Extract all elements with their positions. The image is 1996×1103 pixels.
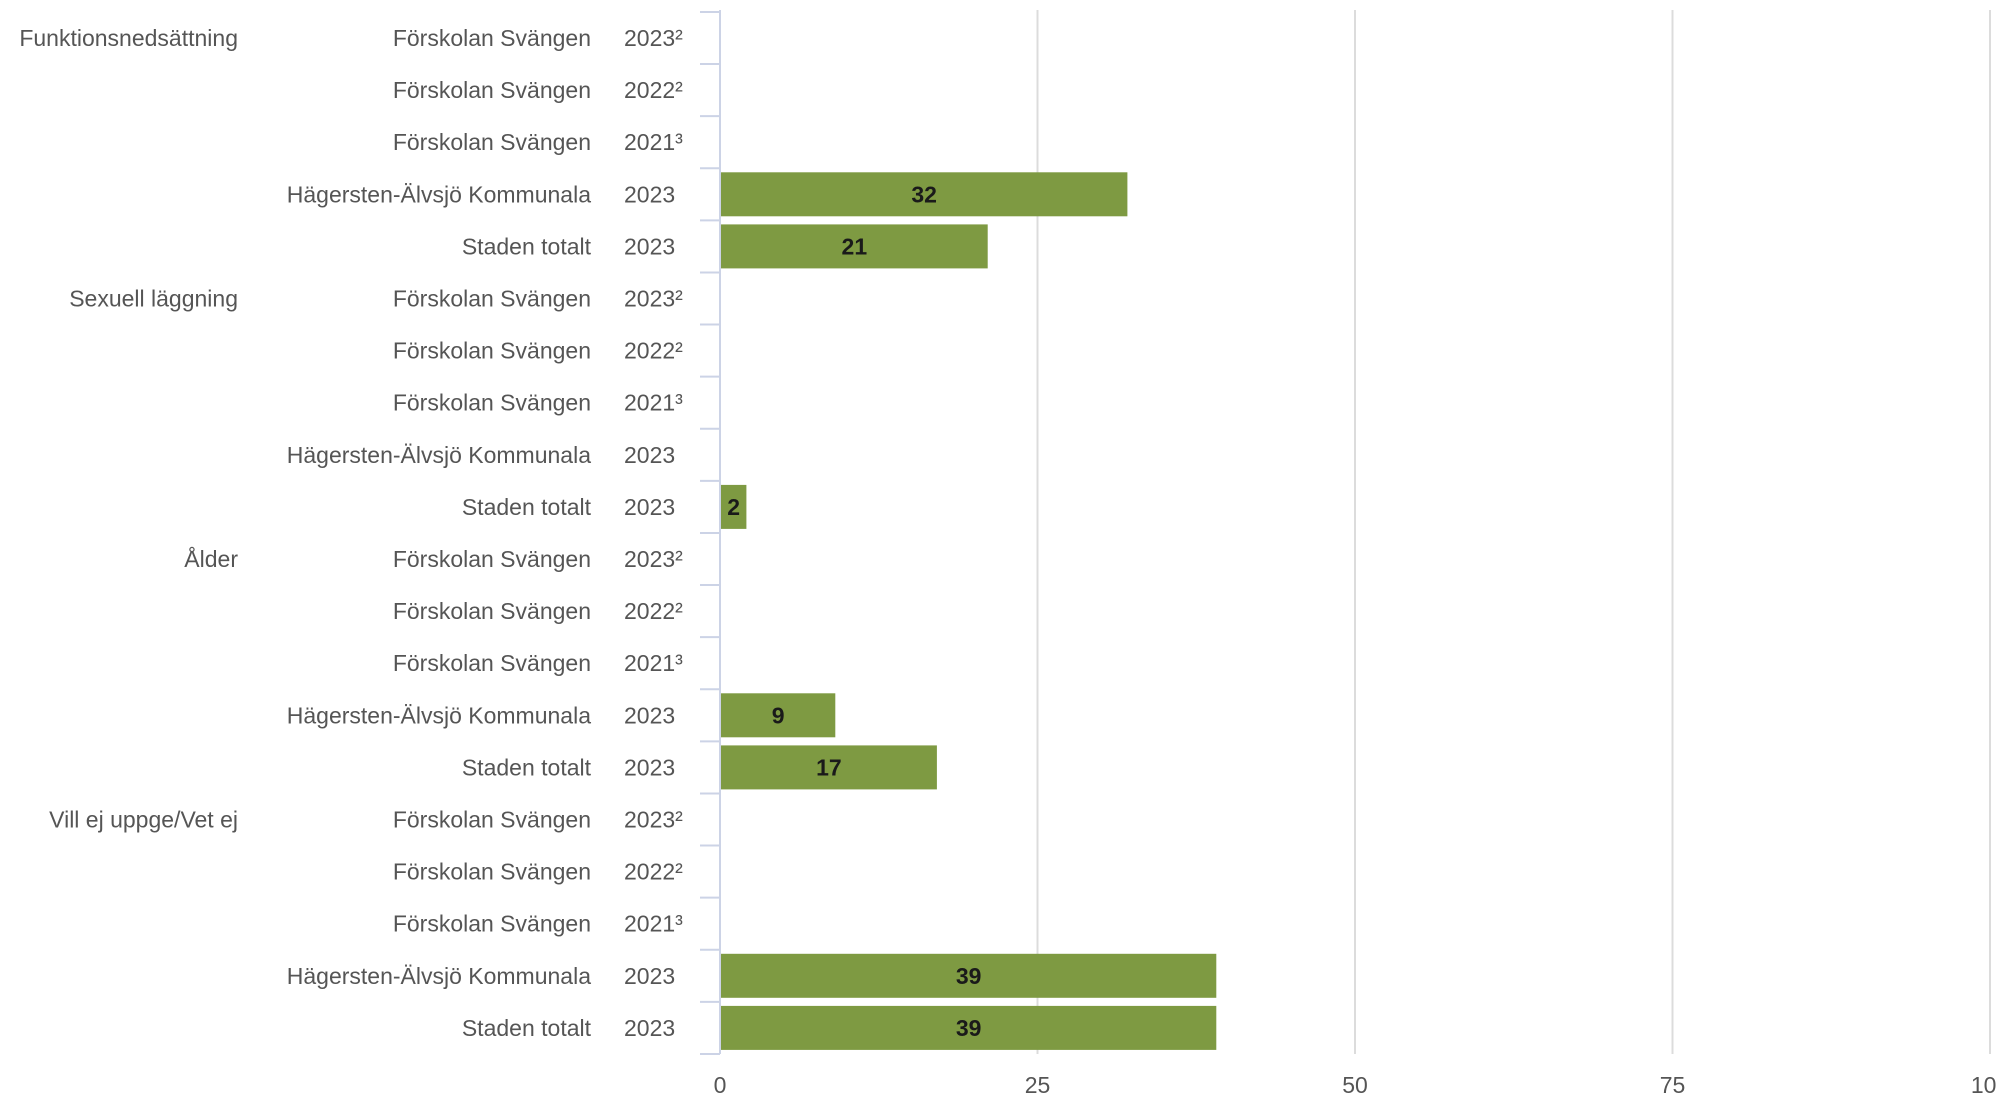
bar (721, 745, 937, 790)
year-label: 2023 (624, 963, 675, 989)
year-label: 2022² (624, 598, 683, 624)
year-label: 2023 (624, 442, 675, 468)
bar (721, 484, 747, 529)
entity-label: Förskolan Svängen (393, 129, 591, 155)
entity-label: Hägersten-Älvsjö Kommunala (287, 442, 591, 468)
bar (721, 172, 1128, 217)
group-label: Ålder (184, 545, 238, 572)
bar-value-label: 2 (727, 494, 740, 520)
year-label: 2023 (624, 181, 675, 207)
gridlines (1036, 10, 1991, 1054)
year-label: 2021³ (624, 911, 683, 937)
entity-label: Förskolan Svängen (393, 286, 591, 312)
bar (721, 224, 988, 269)
year-label: 2023 (624, 1015, 675, 1041)
year-label: 2022² (624, 77, 683, 103)
bars: 32 21 2 9 17 39 39 (721, 172, 1217, 1050)
entity-label: Förskolan Svängen (393, 77, 591, 103)
group-label: Sexuell läggning (69, 286, 238, 312)
year-label: 2023² (624, 286, 683, 312)
bar-value-label: 39 (956, 963, 982, 989)
year-label: 2023 (624, 702, 675, 728)
year-label: 2021³ (624, 390, 683, 416)
bar-value-label: 9 (772, 702, 785, 728)
entity-label: Staden totalt (462, 1015, 592, 1041)
year-label: 2022² (624, 859, 683, 885)
year-label: 2021³ (624, 129, 683, 155)
bar-value-label: 39 (956, 1015, 982, 1041)
year-label: 2023 (624, 233, 675, 259)
entity-label: Förskolan Svängen (393, 911, 591, 937)
bar (721, 1005, 1217, 1050)
bar (721, 693, 836, 738)
year-label: 2023² (624, 25, 683, 51)
x-tick-label: 25 (1025, 1072, 1051, 1098)
entity-label: Hägersten-Älvsjö Kommunala (287, 702, 591, 728)
x-tick-label: 75 (1660, 1072, 1686, 1098)
entity-label: Förskolan Svängen (393, 546, 591, 572)
entity-label: Staden totalt (462, 233, 592, 259)
bar-value-label: 21 (842, 233, 868, 259)
year-label: 2023² (624, 546, 683, 572)
entity-label: Hägersten-Älvsjö Kommunala (287, 963, 591, 989)
entity-label: Förskolan Svängen (393, 25, 591, 51)
x-tick-label: 50 (1342, 1072, 1368, 1098)
x-tick-label: 100 (1971, 1072, 1996, 1098)
year-label: 2022² (624, 338, 683, 364)
entity-label: Förskolan Svängen (393, 338, 591, 364)
year-label: 2023² (624, 807, 683, 833)
entity-label: Förskolan Svängen (393, 807, 591, 833)
bar-value-label: 17 (816, 754, 842, 780)
year-label: 2023 (624, 494, 675, 520)
group-label: Funktionsnedsättning (19, 25, 238, 51)
entity-label: Förskolan Svängen (393, 650, 591, 676)
row-labels: Funktionsnedsättning Förskolan Svängen 202… (19, 25, 683, 1041)
group-label: Vill ej uppge/Vet ej (49, 807, 238, 833)
x-tick-label: 0 (714, 1072, 727, 1098)
entity-label: Staden totalt (462, 754, 592, 780)
year-label: 2023 (624, 754, 675, 780)
entity-label: Förskolan Svängen (393, 859, 591, 885)
entity-label: Förskolan Svängen (393, 598, 591, 624)
x-axis: 0 25 50 75 100 (700, 10, 1996, 1098)
entity-label: Hägersten-Älvsjö Kommunala (287, 181, 591, 207)
entity-label: Förskolan Svängen (393, 390, 591, 416)
bar (721, 953, 1217, 998)
bar-value-label: 32 (911, 181, 937, 207)
entity-label: Staden totalt (462, 494, 592, 520)
year-label: 2021³ (624, 650, 683, 676)
